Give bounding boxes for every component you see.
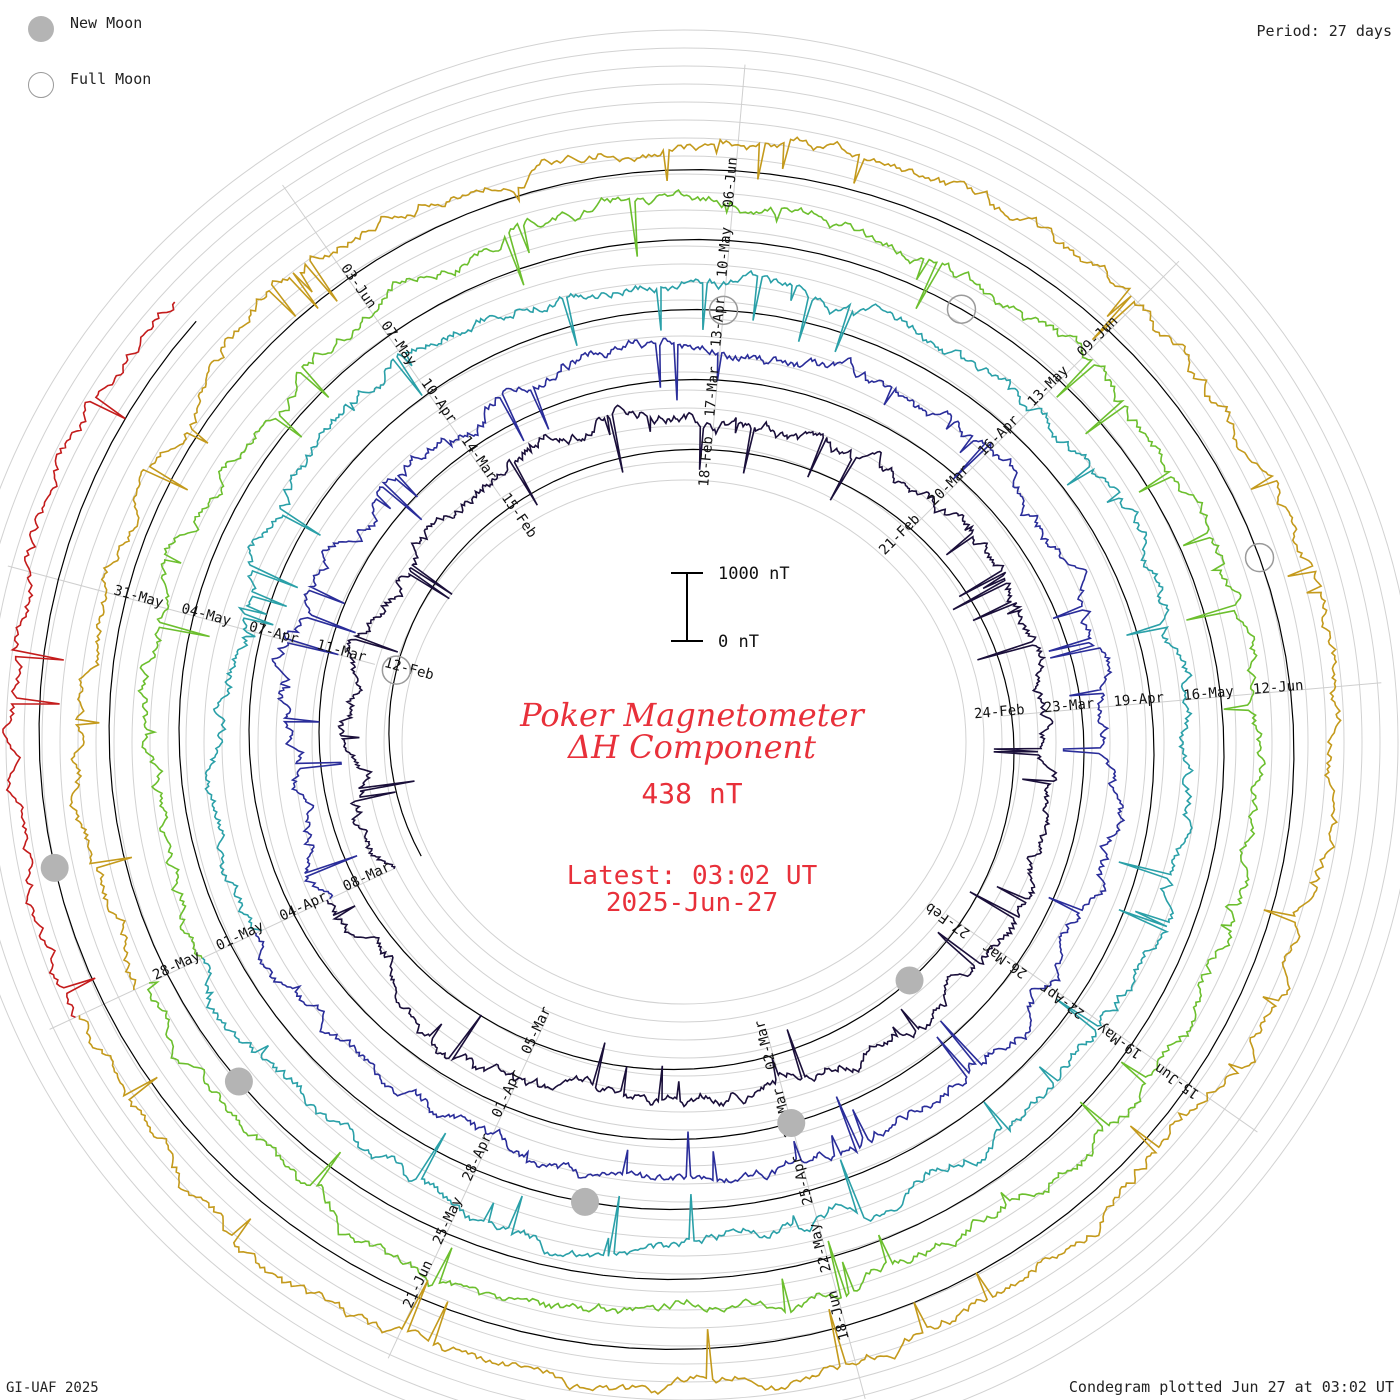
date-label-18-jun: 18-Jun (824, 1289, 853, 1342)
date-label-06-jun: 06-Jun (721, 157, 741, 209)
new-moon-swatch (28, 16, 54, 42)
new-moon-marker (570, 1187, 599, 1216)
date-label-02-mar: 02-Mar (752, 1018, 781, 1071)
series-rotation-5 (69, 136, 1342, 1395)
new-moon-marker (895, 966, 924, 995)
series-rotation-6 (2, 301, 176, 1019)
series-rotation-1 (326, 404, 1058, 1108)
full-moon-marker (1244, 542, 1275, 573)
series-rotation-4 (137, 189, 1266, 1315)
date-label-04-apr: 04-Apr (277, 889, 330, 925)
title-line2: ΔH Component (566, 728, 816, 766)
period-label: Period: 27 days (1256, 22, 1392, 40)
plotted-label: Condegram plotted Jun 27 at 03:02 UT (1068, 1378, 1394, 1396)
full-moon-marker (946, 294, 977, 324)
date-label-07-may: 07-May (377, 318, 419, 369)
latest-time: Latest: 03:02 UT (567, 861, 818, 891)
date-label-01-may: 01-May (214, 918, 267, 954)
date-label-05-mar: 05-Mar (519, 1004, 555, 1057)
current-value: 438 nT (641, 777, 742, 810)
latest-date: 2025-Jun-27 (606, 888, 778, 918)
date-label-21-feb: 21-Feb (876, 511, 923, 558)
date-label-19-apr: 19-Apr (1113, 690, 1165, 710)
scale-bar-bottom-label: 0 nT (718, 632, 759, 652)
new-moon-marker (777, 1109, 806, 1138)
series-rotation-2 (255, 337, 1126, 1184)
date-label-07-apr: 07-Apr (247, 619, 300, 648)
date-label-17-mar: 17-Mar (702, 366, 722, 418)
credit-label: GI-UAF 2025 (6, 1380, 99, 1396)
date-label-16-may: 16-May (1183, 684, 1235, 704)
scale-bar: 1000 nT 0 nT (671, 564, 790, 652)
date-label-27-feb: 27-Feb (922, 899, 973, 941)
date-label-23-mar: 23-Mar (1043, 696, 1095, 716)
date-label-13-apr: 13-Apr (708, 296, 728, 348)
full-moon-marker (708, 295, 739, 326)
date-label-31-may: 31-May (112, 583, 165, 612)
date-label-19-may: 19-May (1094, 1019, 1145, 1061)
series-layer (2, 136, 1342, 1395)
title-line1: Poker Magnetometer (519, 696, 865, 734)
date-label-12-feb: 12-Feb (382, 655, 435, 684)
scale-bar-top-label: 1000 nT (718, 564, 790, 584)
date-label-12-jun: 12-Jun (1252, 678, 1304, 698)
new-moon-legend-label: New Moon (70, 14, 143, 32)
full-moon-marker (381, 655, 412, 685)
full-moon-legend-label: Full Moon (70, 70, 152, 88)
new-moon-marker (224, 1067, 253, 1096)
date-label-18-feb: 18-Feb (696, 436, 716, 488)
date-label-22-apr: 22-Apr (1037, 979, 1088, 1021)
date-label-24-feb: 24-Feb (973, 702, 1025, 722)
full-moon-swatch (28, 72, 54, 98)
baseline-spiral (38, 168, 1295, 1351)
moon-marker-layer (40, 294, 1275, 1216)
date-label-25-apr: 25-Apr (788, 1154, 817, 1207)
date-label-04-may: 04-May (180, 601, 233, 630)
center-title: Poker Magnetometer ΔH Component 438 nT L… (519, 696, 865, 918)
series-rotation-3 (201, 269, 1194, 1258)
new-moon-marker (40, 853, 69, 882)
date-label-10-may: 10-May (714, 226, 734, 278)
date-label-15-jun: 15-Jun (1152, 1060, 1203, 1102)
